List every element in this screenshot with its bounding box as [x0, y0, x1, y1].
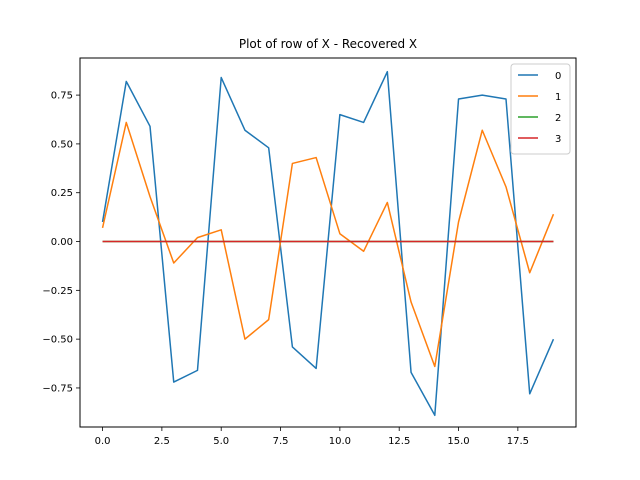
- x-tick-label: 7.5: [273, 436, 289, 447]
- legend-label-3: 3: [555, 134, 561, 145]
- y-tick-label: 0.75: [51, 91, 73, 102]
- chart-title: Plot of row of X - Recovered X: [239, 37, 417, 51]
- y-tick-label: 0.25: [51, 188, 73, 199]
- y-axis: 0.75 0.50 0.25 0.00 −0.25 −0.50 −0.75: [42, 91, 80, 394]
- plot-frame: [79, 57, 577, 428]
- legend-label-1: 1: [555, 92, 561, 103]
- y-tick-label: −0.75: [42, 383, 73, 394]
- y-tick-label: −0.25: [42, 286, 73, 297]
- x-tick-label: 2.5: [154, 436, 170, 447]
- x-tick-label: 17.5: [507, 436, 529, 447]
- legend: 0 1 2 3: [510, 63, 571, 155]
- y-tick-label: 0.50: [51, 139, 73, 150]
- legend-box: [510, 63, 571, 155]
- series-layer: [101, 70, 555, 417]
- x-tick-label: 10.0: [329, 436, 351, 447]
- x-tick-label: 15.0: [447, 436, 469, 447]
- x-axis: 0.0 2.5 5.0 7.5 10.0 12.5 15.0 17.5: [95, 427, 529, 447]
- y-tick-label: 0.00: [51, 237, 73, 248]
- legend-label-2: 2: [555, 113, 561, 124]
- x-tick-label: 0.0: [95, 436, 111, 447]
- series-line-1: [101, 121, 555, 368]
- legend-label-0: 0: [555, 71, 561, 82]
- x-tick-label: 5.0: [213, 436, 229, 447]
- x-tick-label: 12.5: [388, 436, 410, 447]
- y-tick-label: −0.50: [42, 335, 73, 346]
